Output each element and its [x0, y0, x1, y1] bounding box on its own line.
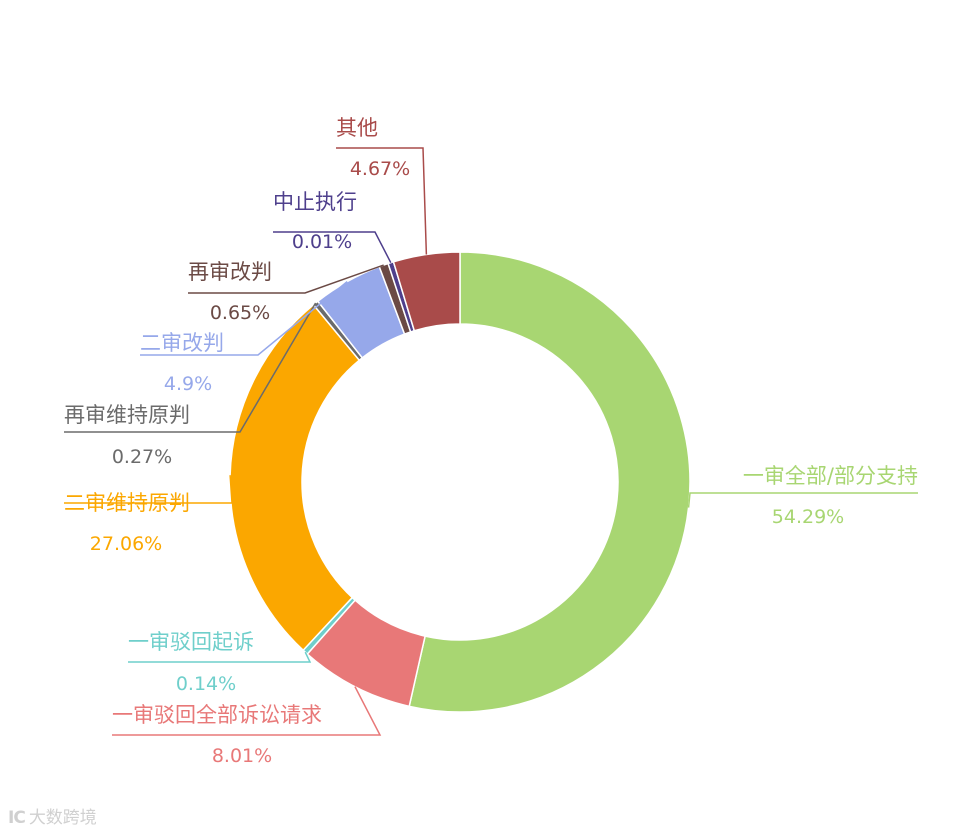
- leader-line: [140, 280, 348, 356]
- slice-percent-label: 0.14%: [176, 673, 236, 695]
- slice-label: 一审全部/部分支持: [743, 464, 918, 488]
- donut-slice: [408, 251, 691, 713]
- slice-label: 中止执行: [273, 190, 357, 214]
- leader-line: [128, 651, 312, 663]
- slice-percent-label: 4.9%: [164, 373, 212, 395]
- leader-line: [336, 147, 428, 255]
- slice-label: 其他: [336, 116, 378, 140]
- slice-percent-label: 8.01%: [212, 745, 272, 767]
- slice-percent-label: 54.29%: [772, 506, 844, 528]
- slice-label: 一审驳回起诉: [128, 630, 254, 654]
- slice-label: 一审驳回全部诉讼请求: [112, 703, 322, 727]
- slice-percent-label: 4.67%: [350, 158, 410, 180]
- watermark-logo: IC: [8, 808, 26, 828]
- watermark-text: 大数跨境: [28, 808, 97, 828]
- slice-label: 二审改判: [140, 331, 224, 355]
- slice-percent-label: 0.65%: [210, 302, 270, 324]
- leader-line: [188, 264, 384, 294]
- watermark: IC 大数跨境: [8, 803, 97, 828]
- leader-line: [273, 231, 392, 264]
- slice-percent-label: 27.06%: [90, 533, 162, 555]
- slice-percent-label: 0.01%: [292, 231, 352, 253]
- slice-label: 再审改判: [188, 260, 272, 284]
- donut-slice: [392, 251, 461, 332]
- leader-line: [687, 492, 918, 508]
- slice-label: 二审维持原判: [64, 491, 190, 515]
- slice-label: 再审维持原判: [64, 403, 190, 427]
- leader-line: [112, 686, 382, 736]
- slice-percent-label: 0.27%: [112, 446, 172, 468]
- leader-line: [64, 302, 317, 433]
- leader-line: [64, 475, 233, 504]
- donut-slice: [229, 303, 361, 652]
